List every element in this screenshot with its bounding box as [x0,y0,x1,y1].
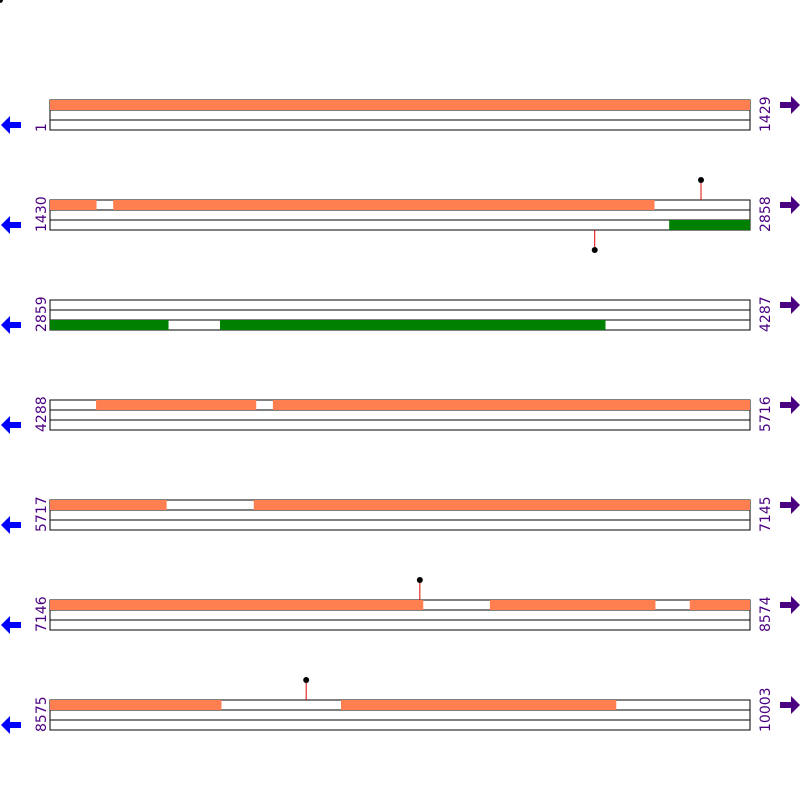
frame-track [49,119,751,131]
reverse-arrow [1,416,21,434]
frame-track [49,609,751,621]
feature [50,100,750,110]
feature [113,200,655,210]
feature [50,200,97,210]
pin [303,677,310,683]
end-label: 10003 [758,687,774,732]
frame-track [49,619,751,631]
frame-track [49,409,751,421]
start-label: 1430 [34,196,50,232]
pin [591,247,598,253]
start-label: 2859 [34,296,50,332]
frame-track [49,309,751,321]
start-label: 4288 [34,396,50,432]
feature [96,400,257,410]
frame-track [49,109,751,121]
reverse-arrow [1,716,21,734]
feature [50,700,222,710]
frame-track [49,509,751,521]
feature [50,600,424,610]
feature [253,500,750,510]
feature [219,320,606,330]
feature [669,220,750,230]
end-label: 5716 [758,396,774,432]
feature [50,500,167,510]
pin [416,577,423,583]
forward-arrow [780,296,800,314]
reverse-arrow [1,216,21,234]
reverse-arrow [1,316,21,334]
end-label: 8574 [758,596,774,632]
forward-arrow [780,596,800,614]
reverse-arrow [1,116,21,134]
end-label: 2858 [758,196,774,232]
start-label: 1 [34,123,50,132]
feature [340,700,617,710]
start-label: 7146 [34,596,50,632]
forward-arrow [780,196,800,214]
corner-dot [0,0,3,3]
reverse-arrow [1,516,21,534]
forward-arrow [780,396,800,414]
feature [489,600,656,610]
frame-track [49,719,751,731]
start-label: 8575 [34,696,50,732]
frame-track [49,519,751,531]
forward-arrow [780,496,800,514]
pin [698,177,705,183]
end-label: 4287 [758,296,774,332]
frame-track [49,209,751,221]
end-label: 1429 [758,96,774,132]
frame-track [49,219,751,231]
frame-track [49,299,751,311]
feature [272,400,750,410]
start-label: 5717 [34,496,50,532]
feature [689,600,750,610]
frame-track [49,709,751,721]
forward-arrow [780,696,800,714]
end-label: 7145 [758,496,774,532]
forward-arrow [780,96,800,114]
feature [50,320,169,330]
frame-track [49,419,751,431]
reverse-arrow [1,616,21,634]
